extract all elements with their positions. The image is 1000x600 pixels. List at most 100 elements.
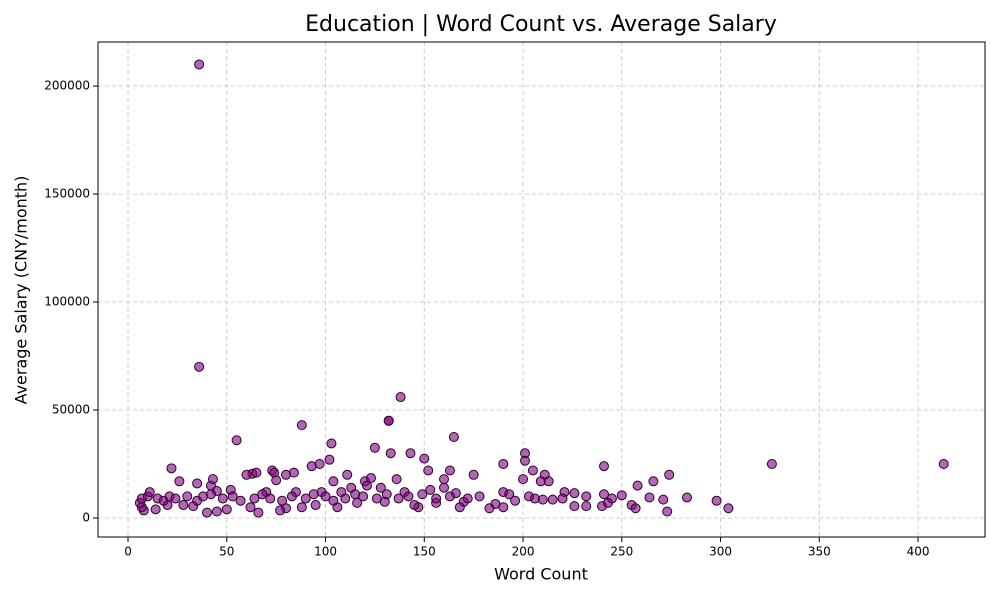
point (938, 459, 949, 470)
point (265, 493, 276, 504)
point (342, 469, 353, 480)
plot-frame (97, 41, 986, 538)
point (381, 489, 392, 500)
point (425, 484, 436, 495)
point (362, 480, 373, 491)
point (409, 500, 420, 511)
point (393, 493, 404, 504)
point (468, 469, 479, 480)
point (314, 459, 325, 470)
x-tick-label: 200 (512, 545, 535, 559)
point (448, 432, 459, 443)
point (221, 504, 232, 515)
point (249, 493, 260, 504)
point (194, 59, 205, 70)
point (235, 495, 246, 506)
point (569, 488, 580, 499)
point (227, 491, 238, 502)
point (523, 491, 534, 502)
x-tick-label: 300 (709, 545, 732, 559)
point (681, 492, 692, 503)
point (658, 494, 669, 505)
point (581, 491, 592, 502)
y-tick-label: 50000 (52, 403, 90, 417)
point (241, 469, 252, 480)
point (510, 495, 521, 506)
point (599, 489, 610, 500)
x-axis-label: Word Count (494, 565, 588, 584)
point (391, 474, 402, 485)
point (423, 465, 434, 476)
point (192, 478, 203, 489)
point (766, 459, 777, 470)
x-tick-label: 50 (219, 545, 234, 559)
point (296, 502, 307, 513)
point (630, 503, 641, 514)
point (723, 503, 734, 514)
point (462, 493, 473, 504)
point (504, 489, 515, 500)
y-tick-label: 150000 (44, 187, 90, 201)
point (581, 501, 592, 512)
point (253, 507, 264, 518)
point (358, 491, 369, 502)
point (328, 495, 339, 506)
point (369, 442, 380, 453)
y-axis-label: Average Salary (CNY/month) (12, 176, 31, 405)
point (439, 482, 450, 493)
point (174, 476, 185, 487)
point (281, 469, 292, 480)
point (454, 502, 465, 513)
x-tick-label: 400 (907, 545, 930, 559)
x-tick-label: 250 (610, 545, 633, 559)
point (166, 463, 177, 474)
point (326, 438, 337, 449)
point (205, 489, 216, 500)
point (271, 475, 282, 486)
point (182, 491, 193, 502)
point (300, 493, 311, 504)
point (207, 474, 218, 485)
point (431, 493, 442, 504)
x-tick-label: 150 (413, 545, 436, 559)
point (498, 502, 509, 513)
point (310, 500, 321, 511)
point (395, 392, 406, 403)
point (375, 482, 386, 493)
point (484, 503, 495, 514)
point (518, 474, 529, 485)
point (320, 491, 331, 502)
y-tick-label: 100000 (44, 295, 90, 309)
point (296, 420, 307, 431)
point (520, 455, 531, 466)
point (231, 435, 242, 446)
point (632, 480, 643, 491)
point (498, 459, 509, 470)
point (178, 500, 189, 511)
point (602, 497, 613, 508)
point (251, 467, 262, 478)
point (599, 461, 610, 472)
point (405, 448, 416, 459)
point (569, 501, 580, 512)
x-tick-label: 100 (314, 545, 337, 559)
point (662, 506, 673, 517)
point (711, 495, 722, 506)
point (170, 493, 181, 504)
point (557, 493, 568, 504)
point (417, 489, 428, 500)
chart-title: Education | Word Count vs. Average Salar… (305, 12, 777, 37)
point (217, 493, 228, 504)
y-tick-label: 200000 (44, 79, 90, 93)
point (324, 454, 335, 465)
point (275, 505, 286, 516)
point (144, 487, 155, 498)
point (403, 491, 414, 502)
point (419, 453, 430, 464)
point (194, 361, 205, 372)
y-tick-label: 0 (82, 510, 90, 524)
point (257, 489, 268, 500)
point (527, 465, 538, 476)
point (543, 476, 554, 487)
